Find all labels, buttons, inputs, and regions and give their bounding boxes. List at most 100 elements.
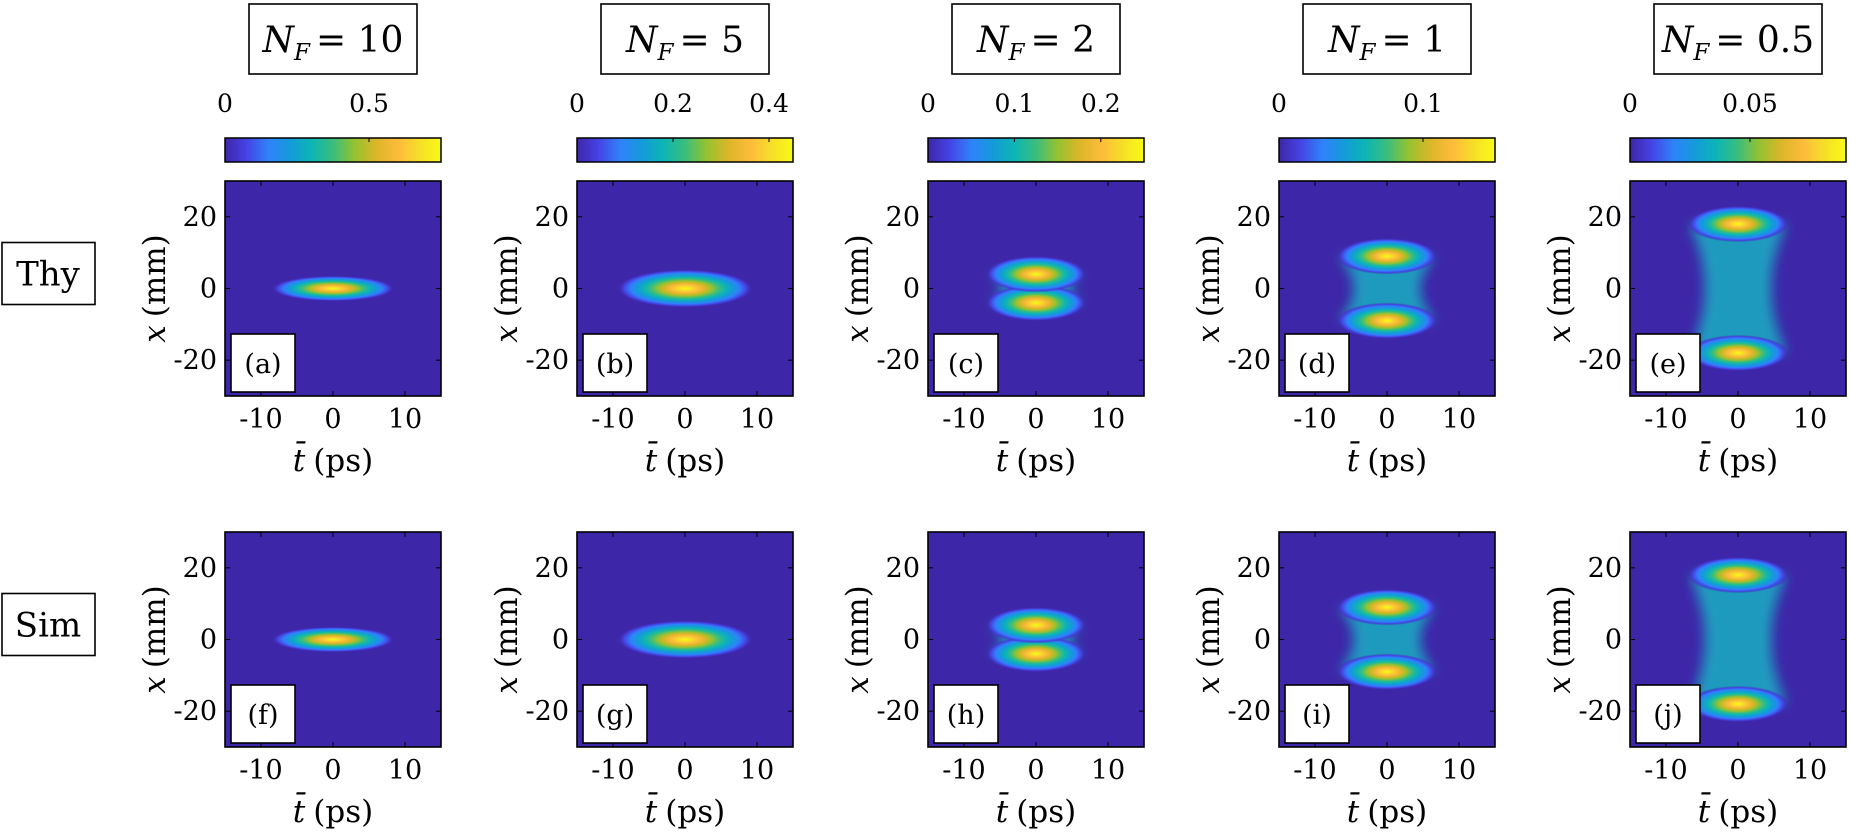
y-tick-label: -20	[1579, 345, 1622, 376]
x-tick-label: -10	[239, 404, 282, 435]
intensity-spot	[616, 269, 754, 308]
y-axis-symbol: x	[489, 676, 525, 694]
row-label: Sim	[15, 606, 81, 646]
x-tick-label: -10	[591, 404, 634, 435]
y-tick-label: 20	[1237, 553, 1271, 584]
y-tick-label: 0	[1254, 625, 1271, 656]
intensity-waist	[1338, 256, 1436, 321]
heatmap-panel: -10 0 10 -20 0 20 t̄ (ps) x (mm) (c)	[840, 180, 1145, 479]
y-axis-label: x (mm)	[1542, 234, 1578, 342]
x-tick-label: -10	[1293, 404, 1336, 435]
x-axis-label: t̄ (ps)	[293, 440, 373, 479]
intensity-lobe	[1336, 238, 1438, 275]
y-axis-symbol: x	[137, 676, 173, 694]
x-tick-label: 10	[1091, 404, 1125, 435]
x-axis-unit: (ps)	[313, 794, 373, 830]
x-axis-symbol: t̄	[1347, 440, 1360, 479]
x-axis-label: t̄ (ps)	[293, 791, 373, 830]
y-axis-label: x (mm)	[840, 585, 876, 693]
intensity-lobe	[1336, 589, 1438, 626]
heatmap-panel: -10 0 10 -20 0 20 t̄ (ps) x (mm) (i)	[1191, 531, 1496, 830]
intensity-spot	[271, 626, 395, 653]
panel-label: (b)	[596, 349, 634, 380]
heatmap-field	[616, 269, 754, 308]
y-axis-label: x (mm)	[840, 234, 876, 342]
y-tick-label: 0	[1605, 625, 1622, 656]
y-axis-symbol: x	[1191, 676, 1227, 694]
y-tick-label: 20	[535, 553, 569, 584]
x-axis-symbol: t̄	[1698, 440, 1711, 479]
x-axis-symbol: t̄	[645, 791, 658, 830]
title-equation: = 10	[316, 20, 403, 61]
intensity-spot	[271, 275, 395, 302]
heatmap-panel: -10 0 10 -20 0 20 t̄ (ps) x (mm) (f)	[137, 531, 442, 830]
x-tick-label: 10	[1442, 404, 1476, 435]
intensity-spot	[616, 620, 754, 659]
intensity-waist	[1689, 224, 1787, 353]
x-axis-symbol: t̄	[1347, 791, 1360, 830]
x-axis-unit: (ps)	[665, 443, 725, 479]
y-axis-label: x (mm)	[1191, 234, 1227, 342]
column-title-box	[1653, 3, 1823, 75]
y-axis-symbol: x	[1542, 676, 1578, 694]
x-tick-label: 0	[1729, 404, 1746, 435]
x-tick-label: 0	[676, 755, 693, 786]
x-axis-symbol: t̄	[996, 440, 1009, 479]
x-tick-label: -10	[1644, 404, 1687, 435]
title-subscript: F	[1692, 40, 1710, 66]
x-tick-label: 10	[740, 404, 774, 435]
x-axis-label: t̄ (ps)	[1347, 440, 1427, 479]
title-symbol: N	[1661, 20, 1695, 61]
y-axis-unit: (mm)	[1542, 585, 1578, 668]
title-subscript: F	[293, 40, 311, 66]
y-axis-unit: (mm)	[1191, 234, 1227, 317]
x-axis-label: t̄ (ps)	[645, 440, 725, 479]
column-title-box	[1302, 3, 1472, 75]
y-tick-label: -20	[1228, 345, 1271, 376]
panel-label: (e)	[1649, 349, 1686, 380]
heatmap-field	[985, 255, 1087, 322]
heatmap-field	[985, 606, 1087, 673]
row-label-box	[1, 592, 96, 657]
y-tick-label: -20	[877, 696, 920, 727]
y-tick-label: 20	[183, 553, 217, 584]
intensity-lobe	[985, 635, 1087, 673]
y-axis-unit: (mm)	[840, 585, 876, 668]
y-tick-label: -20	[526, 696, 569, 727]
y-axis-unit: (mm)	[137, 234, 173, 317]
y-axis-unit: (mm)	[137, 585, 173, 668]
panel-label: (f)	[247, 700, 278, 731]
y-tick-label: 20	[183, 202, 217, 233]
x-axis-unit: (ps)	[1016, 443, 1076, 479]
intensity-lobe	[1336, 653, 1438, 690]
heatmap-panel: -10 0 10 -20 0 20 t̄ (ps) x (mm) (d)	[1191, 180, 1496, 479]
y-tick-label: 0	[1605, 274, 1622, 305]
x-tick-label: -10	[591, 755, 634, 786]
x-axis-unit: (ps)	[1718, 794, 1778, 830]
y-axis-label: x (mm)	[489, 585, 525, 693]
colorbar	[1278, 137, 1496, 163]
panel-label: (j)	[1653, 700, 1682, 731]
x-axis-label: t̄ (ps)	[1698, 440, 1778, 479]
title-equation: = 0.5	[1715, 20, 1814, 61]
heatmap-field	[1336, 238, 1438, 339]
column-title-box	[600, 3, 770, 75]
y-tick-label: -20	[877, 345, 920, 376]
panel-label-box	[230, 333, 296, 393]
x-tick-label: -10	[1644, 755, 1687, 786]
y-tick-label: -20	[1228, 696, 1271, 727]
column-title-box	[951, 3, 1121, 75]
panel-label-box	[582, 684, 648, 744]
y-axis-symbol: x	[1542, 325, 1578, 343]
y-axis-unit: (mm)	[489, 585, 525, 668]
x-tick-label: 0	[1378, 404, 1395, 435]
y-axis-label: x (mm)	[137, 234, 173, 342]
colorbar-tick-label: 0	[920, 89, 936, 118]
intensity-lobe	[985, 606, 1087, 644]
intensity-lobe	[1687, 685, 1789, 723]
y-axis-label: x (mm)	[1542, 585, 1578, 693]
y-tick-label: 20	[1237, 202, 1271, 233]
x-tick-label: 0	[1378, 755, 1395, 786]
colorbar-tick-label: 0	[1271, 89, 1287, 118]
